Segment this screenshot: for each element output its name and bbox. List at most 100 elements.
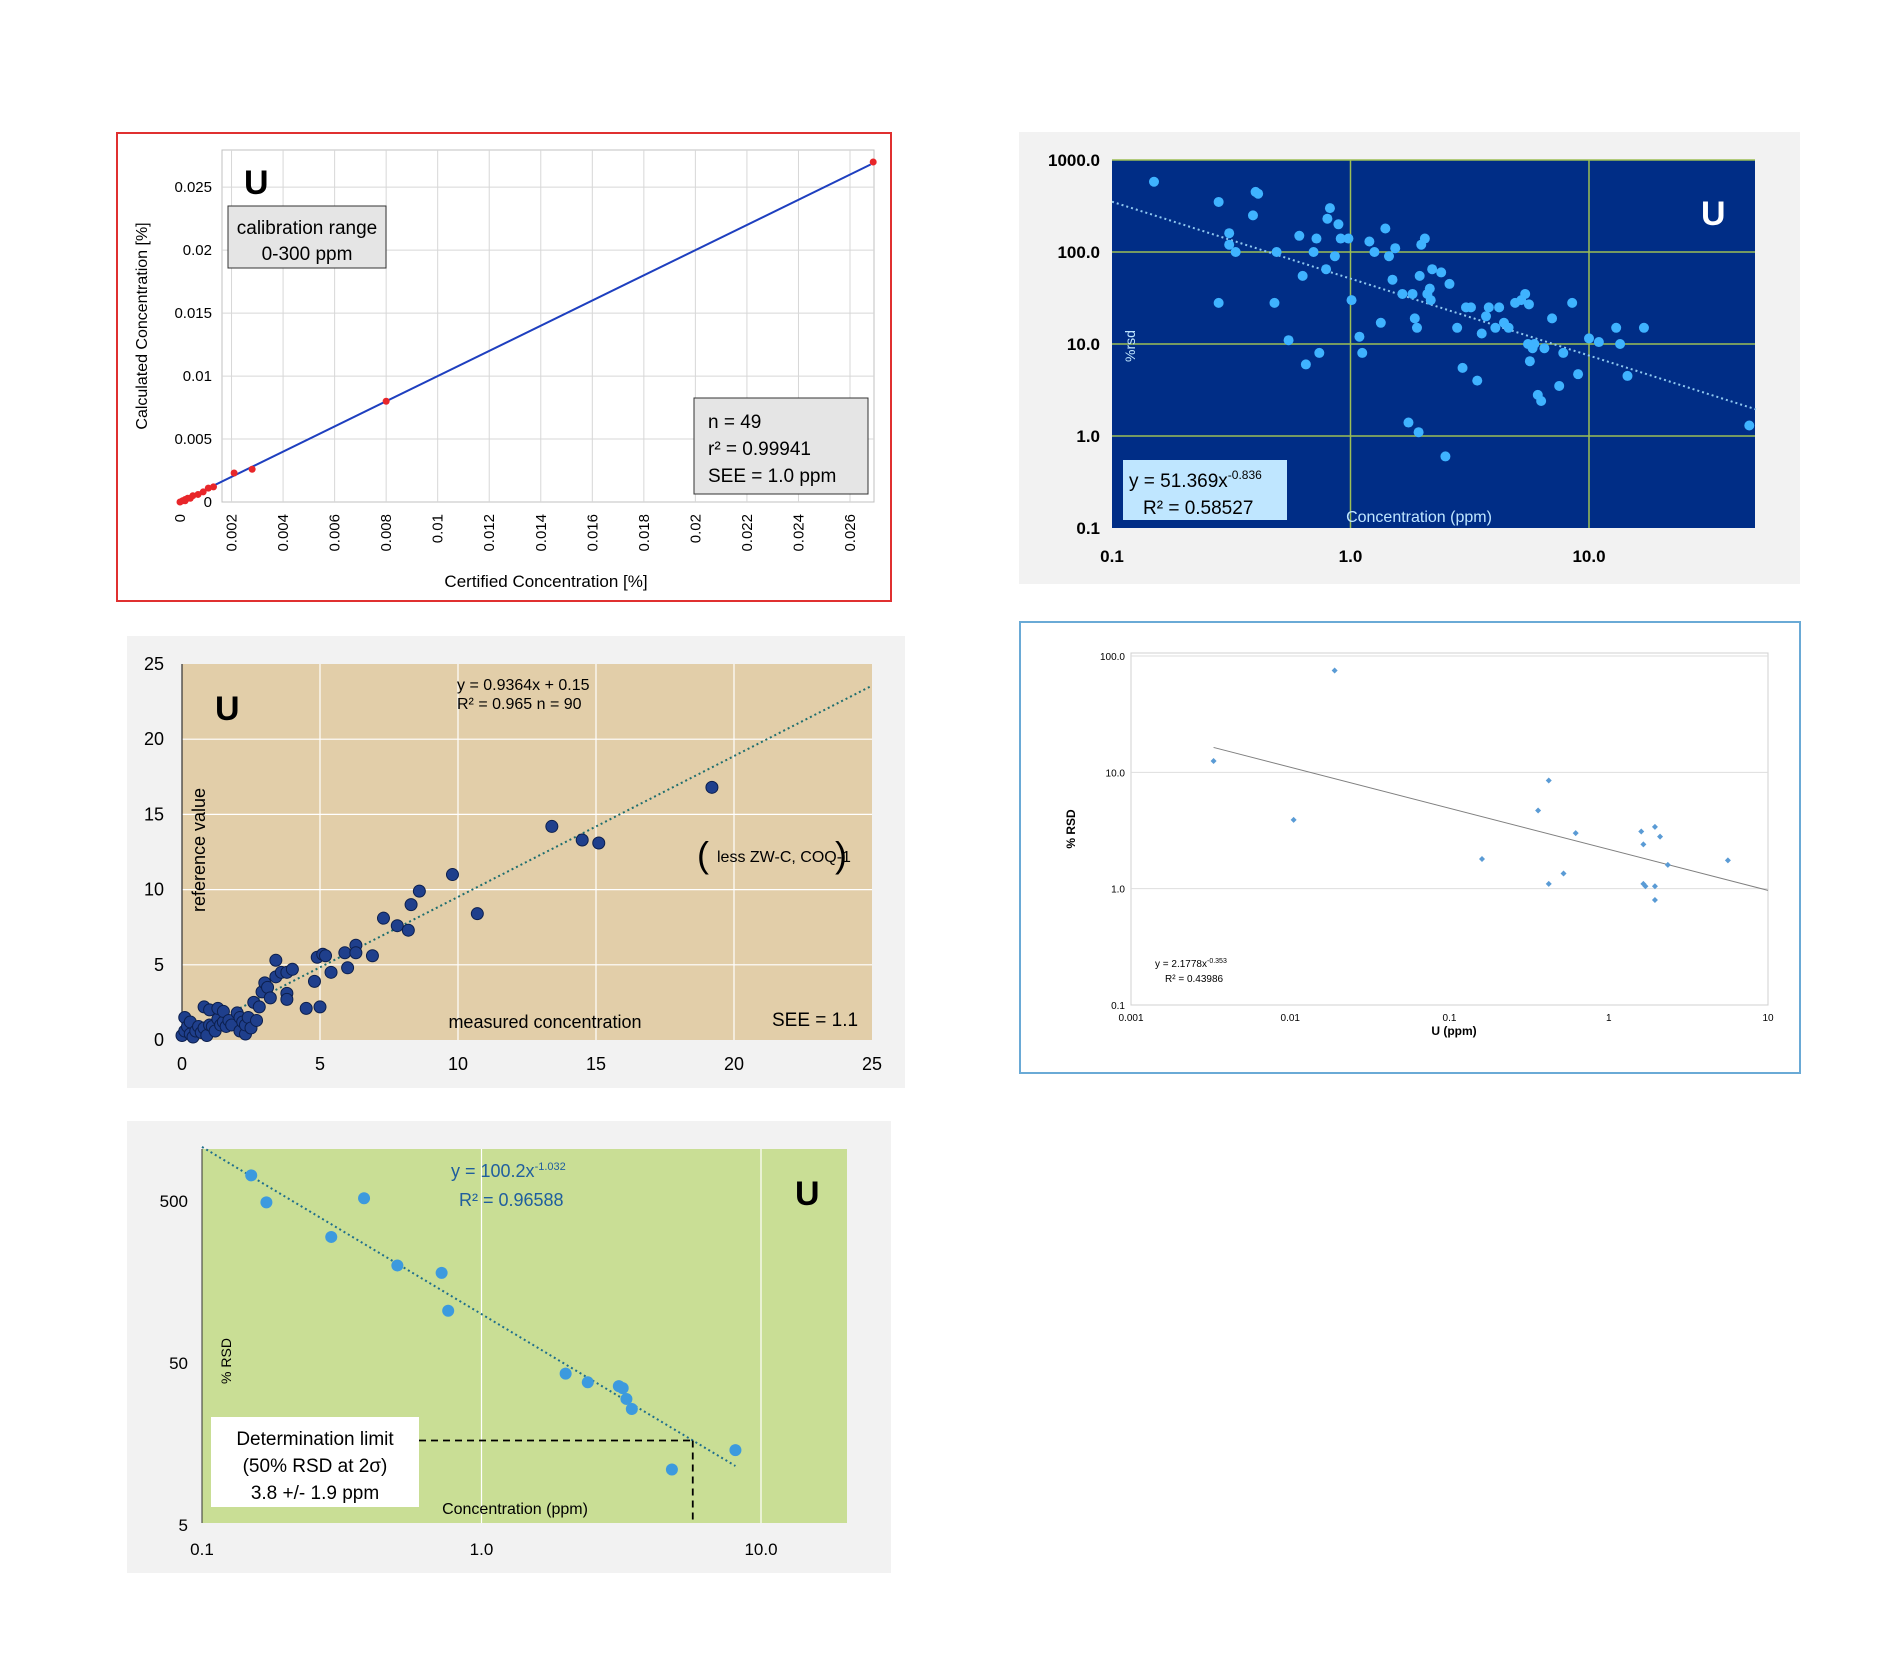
data-point xyxy=(442,1304,455,1317)
data-point xyxy=(1390,243,1401,254)
x-tick-label: 0.024 xyxy=(791,514,808,552)
data-point xyxy=(1494,302,1505,313)
data-point xyxy=(559,1367,572,1380)
data-point xyxy=(575,833,589,847)
x-tick-labels: 0.1 1.0 10.0 xyxy=(1100,547,1605,566)
data-point xyxy=(1329,251,1340,262)
x-tick-label: 10.0 xyxy=(1572,547,1605,566)
y-tick-label: 10.0 xyxy=(1106,768,1126,779)
x-tick-label: 0.1 xyxy=(190,1540,214,1559)
y-tick-label: 0 xyxy=(154,1030,164,1050)
y-tick-label: 10.0 xyxy=(1067,335,1100,354)
x-axis-label: Concentration (ppm) xyxy=(1346,509,1492,526)
data-point xyxy=(1331,667,1338,674)
calibration-chart: 0 0.002 0.004 0.006 0.008 0.01 0.012 0.014 0.016… xyxy=(116,132,892,602)
y-tick-label: 0.01 xyxy=(183,368,212,385)
data-point xyxy=(1744,420,1755,431)
y-tick-label: 5 xyxy=(154,955,164,975)
data-point xyxy=(1369,247,1380,257)
trend-line-segment xyxy=(181,684,873,1039)
r-squared: R² = 0.96588 xyxy=(459,1190,564,1210)
data-point xyxy=(1413,427,1424,438)
data-point xyxy=(1380,223,1391,234)
equation-main: y = 51.369x xyxy=(1129,471,1228,492)
element-label: U xyxy=(244,164,269,202)
element-label: U xyxy=(1701,195,1726,233)
r-squared: R² = 0.43986 xyxy=(1165,974,1224,985)
y-tick-label: 5 xyxy=(179,1516,188,1535)
data-point xyxy=(263,991,277,1005)
y-tick-labels: 0 5 10 15 20 25 xyxy=(144,654,164,1050)
data-point xyxy=(210,483,217,491)
y-tick-label: 0.1 xyxy=(1076,519,1100,538)
data-point xyxy=(1558,347,1569,358)
x-tick-label: 0.1 xyxy=(1443,1013,1457,1024)
x-tick-label: 0.012 xyxy=(481,514,498,552)
data-point xyxy=(1524,356,1535,367)
data-point xyxy=(1651,823,1658,830)
data-point xyxy=(1210,758,1217,765)
data-points xyxy=(1148,176,1755,462)
x-axis-label: Concentration (ppm) xyxy=(442,1501,588,1518)
data-point xyxy=(1409,313,1420,324)
data-point xyxy=(1444,278,1455,289)
data-point xyxy=(1297,270,1308,281)
data-point xyxy=(324,965,338,979)
data-point xyxy=(1545,880,1552,887)
data-point xyxy=(445,868,459,882)
data-point xyxy=(592,836,606,850)
y-tick-label: 0.02 xyxy=(183,242,212,259)
data-point xyxy=(285,962,299,976)
data-point xyxy=(313,1000,327,1014)
data-point xyxy=(1436,267,1447,278)
x-tick-label: 10 xyxy=(448,1054,468,1074)
y-tick-label: 0 xyxy=(204,494,212,511)
calibration-range-line1: calibration range xyxy=(237,218,377,239)
data-point xyxy=(1269,297,1280,308)
y-tick-label: 1000.0 xyxy=(1048,151,1100,170)
data-point xyxy=(1465,302,1476,313)
x-tick-label: 10 xyxy=(1762,1013,1774,1024)
data-point xyxy=(1457,362,1468,373)
y-tick-label: 10 xyxy=(144,880,164,900)
x-tick-labels: 0 0.002 0.004 0.006 0.008 0.01 0.012 0.014 0.016… xyxy=(172,514,859,552)
y-tick-label: 500 xyxy=(160,1192,188,1211)
x-tick-label: 1.0 xyxy=(470,1540,494,1559)
y-axis-label: % RSD xyxy=(1064,809,1078,849)
data-point xyxy=(1642,883,1649,890)
determination-limit-line1: Determination limit xyxy=(236,1429,394,1450)
data-point xyxy=(1213,196,1224,207)
trend-line xyxy=(201,1146,736,1467)
data-point xyxy=(1520,288,1531,299)
x-tick-label: 0.01 xyxy=(430,514,447,543)
x-axis-label: Certified Concentration [%] xyxy=(444,572,647,591)
data-point xyxy=(1357,347,1368,358)
data-point xyxy=(349,946,363,960)
data-point xyxy=(1324,203,1335,214)
y-tick-labels: 5 50 500 xyxy=(160,1192,188,1535)
data-point xyxy=(435,1266,448,1279)
r2-and-n: R² = 0.965 n = 90 xyxy=(457,696,582,713)
data-point xyxy=(1414,270,1425,281)
element-label: U xyxy=(215,690,240,728)
data-point xyxy=(1333,219,1344,230)
x-tick-label: 0.02 xyxy=(687,514,704,543)
equation: y = 100.2x-1.032 xyxy=(451,1161,566,1181)
note-open-paren: ( xyxy=(697,834,709,875)
data-point xyxy=(252,1000,266,1014)
stats-n: n = 49 xyxy=(708,412,761,433)
data-point xyxy=(1427,264,1438,275)
x-tick-label: 15 xyxy=(586,1054,606,1074)
y-axis-label: %rsd xyxy=(1122,330,1138,362)
x-tick-label: 0.006 xyxy=(327,514,344,552)
data-point xyxy=(616,1382,629,1395)
data-points xyxy=(1210,667,1731,903)
x-tick-label: 0.026 xyxy=(842,514,859,552)
y-tick-label: 100.0 xyxy=(1100,652,1125,663)
trend-line-segment xyxy=(201,1146,736,1467)
data-point xyxy=(1584,333,1594,344)
data-point xyxy=(1403,417,1414,428)
x-tick-label: 0.018 xyxy=(636,514,653,552)
data-point xyxy=(401,923,415,937)
